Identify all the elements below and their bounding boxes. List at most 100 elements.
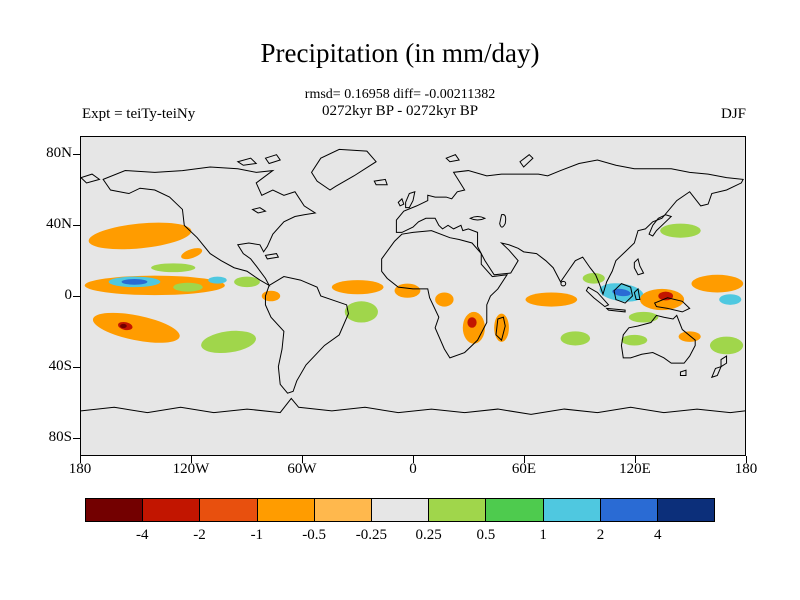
anomaly-blob: [92, 312, 180, 343]
x-axis-label: 60W: [287, 461, 317, 477]
anomaly-blob: [691, 274, 744, 293]
experiment-label: Expt = teiTy-teiNy: [82, 106, 196, 122]
anomaly-blob: [435, 292, 454, 307]
colorbar-segment: [199, 498, 258, 522]
anomaly-blob: [181, 248, 203, 260]
continent-north-america: [103, 167, 315, 285]
caspian-sea: [500, 214, 506, 227]
anomaly-blob: [394, 283, 421, 298]
x-axis-tick: [746, 456, 747, 463]
colorbar-segment: [370, 498, 430, 522]
world-map: [80, 136, 746, 456]
colorbar-segment: [428, 498, 487, 522]
anomaly-blob: [560, 331, 591, 346]
colorbar-label: -2: [193, 527, 206, 543]
x-axis-label: 120E: [619, 461, 651, 477]
island-new-zealand-south: [712, 367, 721, 378]
island-new-zealand-north: [721, 356, 727, 367]
continent-south-america: [265, 277, 348, 394]
y-axis-ticks: [73, 136, 80, 456]
y-axis-tick: [73, 296, 80, 297]
island-greenland: [312, 149, 377, 190]
anomaly-blob: [719, 294, 742, 305]
island-borneo: [614, 284, 632, 303]
colorbar: [85, 498, 716, 522]
colorbar-segment: [542, 498, 601, 522]
continent-eurasia: [396, 160, 743, 294]
x-axis-label: 0: [409, 461, 417, 477]
colorbar-segment: [256, 498, 315, 522]
island-sumatra: [586, 287, 608, 306]
anomaly-blob: [709, 336, 744, 355]
anomaly-blob: [582, 273, 605, 284]
anomaly-blob: [344, 301, 378, 323]
x-axis-ticks: [80, 456, 747, 463]
island-novaya-zemlya: [520, 155, 533, 167]
island-uk: [406, 192, 415, 208]
island-philippines: [634, 259, 643, 275]
island-madagascar: [496, 317, 505, 340]
y-axis-label: 40S: [48, 358, 72, 375]
y-axis-tick: [73, 153, 80, 155]
anomaly-blob: [467, 317, 477, 328]
x-axis-tick: [302, 456, 303, 463]
colorbar-label: 1: [539, 527, 547, 543]
x-axis-tick: [524, 456, 525, 463]
great-lakes: [253, 208, 266, 213]
anomaly-blob: [234, 276, 260, 288]
colorbar-segment: [485, 498, 544, 522]
anomaly-blob: [201, 330, 256, 354]
colorbar-segment: [142, 498, 201, 522]
colorbar-label: -1: [250, 527, 264, 543]
y-axis-tick: [73, 438, 80, 440]
anomaly-blob: [612, 288, 631, 297]
x-axis-tick: [80, 456, 81, 463]
y-axis-label: 0: [64, 287, 73, 303]
page-title: Precipitation (in mm/day): [260, 38, 540, 68]
colorbar-label: 4: [653, 527, 662, 543]
continent-africa: [382, 231, 507, 358]
period-line: 0272kyr BP - 0272kyr BP: [321, 103, 479, 119]
anomaly-blob: [261, 290, 281, 302]
x-axis-label: 180: [734, 461, 758, 477]
x-axis-label: 60E: [511, 461, 537, 477]
anomaly-blob: [121, 279, 148, 285]
colorbar-label: 0.25: [415, 527, 442, 543]
y-axis-tick: [73, 367, 80, 369]
anomaly-blob: [628, 311, 659, 323]
colorbar-label: -0.5: [302, 527, 326, 543]
colorbar-label: -4: [136, 527, 149, 543]
colorbar-label: 2: [596, 527, 605, 543]
colorbar-segment: [313, 498, 372, 522]
anomaly-blob: [120, 323, 127, 329]
x-axis-tick: [413, 456, 414, 463]
colorbar-segment: [85, 498, 144, 522]
y-axis-tick: [73, 224, 80, 226]
x-axis-tick: [191, 456, 192, 463]
y-axis-label: 40N: [46, 215, 72, 232]
x-axis-labels: 180 120W 60W 0 60E 120E 180: [69, 461, 758, 481]
world-map-svg: [81, 137, 745, 455]
colorbar-label: 0.5: [476, 527, 496, 543]
stats-line: rmsd= 0.16958 diff= -0.00211382: [304, 87, 496, 102]
anomaly-blob: [658, 291, 674, 301]
island-sulawesi: [634, 289, 640, 300]
anomaly-blob: [88, 222, 192, 250]
island-cuba: [265, 254, 278, 259]
y-axis-labels: 80N 40N 0 40S 80S: [24, 136, 72, 456]
y-axis-label: 80S: [48, 429, 72, 446]
continent-antarctica: [81, 398, 745, 414]
anomaly-blob: [462, 311, 485, 344]
colorbar-segment: [656, 498, 716, 522]
colorbar-segment: [599, 498, 658, 522]
chukotka-sliver: [81, 174, 99, 183]
x-axis-label: 120W: [172, 461, 210, 477]
anomaly-blob: [660, 223, 701, 238]
x-axis-label: 180: [68, 461, 92, 477]
anomaly-blob: [331, 280, 384, 295]
season-label: DJF: [720, 106, 746, 122]
island-new-guinea: [655, 298, 690, 312]
island-iceland: [374, 179, 387, 184]
colorbar-labels: -4 -2 -1 -0.5 -0.25 0.25 0.5 1 2 4: [85, 527, 715, 545]
